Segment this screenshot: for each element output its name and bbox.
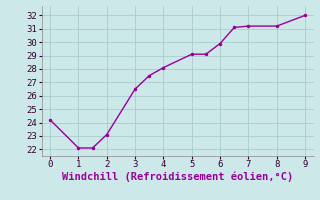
X-axis label: Windchill (Refroidissement éolien,°C): Windchill (Refroidissement éolien,°C) (62, 172, 293, 182)
